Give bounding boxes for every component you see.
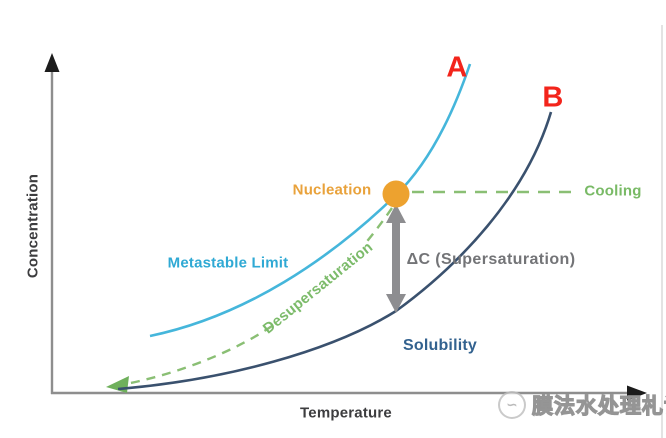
- x-axis-arrowhead-icon: [627, 385, 647, 401]
- x-axis-label: Temperature: [300, 404, 392, 422]
- watermark-text: 膜法水处理札记: [531, 394, 666, 418]
- desupersaturation-dashed-lower: [125, 325, 273, 386]
- supersaturation-delta-label: ΔC (Supersaturation): [406, 251, 576, 268]
- supersaturation-arrow-up-icon: [386, 204, 406, 223]
- curve-a-letter: A: [446, 51, 468, 84]
- nucleation-point: [382, 180, 410, 208]
- nucleation-label: Nucleation: [292, 181, 372, 199]
- desupersaturation-dashed-upper: [363, 207, 393, 246]
- supersaturation-arrow-down-icon: [386, 294, 406, 313]
- desupersaturation-arrowhead-icon: [106, 376, 129, 393]
- metastable-limit-curve: [149, 63, 472, 338]
- curve-b-letter: B: [542, 81, 564, 114]
- cooling-label: Cooling: [584, 182, 642, 200]
- watermark-logo-icon: ∽: [498, 391, 526, 419]
- metastable-limit-label: Metastable Limit: [167, 254, 289, 272]
- solubility-label: Solubility: [403, 337, 477, 354]
- page-edge-line: [661, 25, 663, 438]
- y-axis-arrowhead-icon: [44, 53, 60, 72]
- watermark: ∽ 膜法水处理札记: [498, 390, 666, 420]
- y-axis-label: Concentration: [24, 173, 42, 279]
